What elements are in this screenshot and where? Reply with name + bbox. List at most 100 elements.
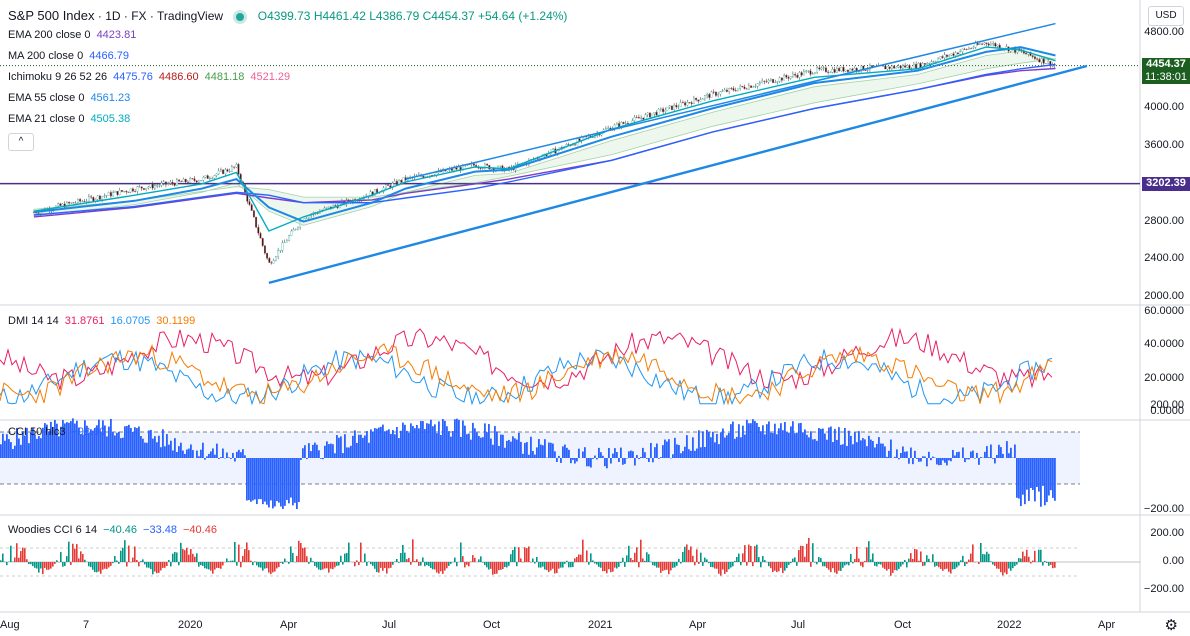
woodies-bar xyxy=(324,562,326,569)
settings-gear-icon[interactable]: ⚙ xyxy=(1164,617,1178,634)
woodies-bar xyxy=(250,560,252,562)
candle-body xyxy=(395,180,398,185)
cci-bar xyxy=(422,421,424,458)
candle-body xyxy=(472,163,475,166)
woodies-bar xyxy=(74,548,76,562)
dmi-tick-label: 40.0000 xyxy=(1144,338,1184,351)
woodies-bar xyxy=(904,560,906,562)
cci-bar xyxy=(306,458,308,460)
cci-bar xyxy=(996,455,998,458)
cci-bar xyxy=(454,419,456,458)
cci-bar xyxy=(400,430,402,458)
cci-bar xyxy=(160,447,162,458)
cci-bar xyxy=(488,424,490,458)
cci-bar xyxy=(920,458,922,462)
candle-body xyxy=(213,175,216,179)
cci-bar xyxy=(122,437,124,458)
candle-body xyxy=(783,75,786,81)
woodies-bar xyxy=(978,562,980,565)
woodies-bar xyxy=(402,544,404,562)
woodies-bar xyxy=(802,545,804,562)
collapse-legend-button[interactable]: ^ xyxy=(8,133,34,151)
indicator-legend-row: MA 200 close 0 4466.79 xyxy=(8,49,129,63)
interval[interactable]: 1D xyxy=(105,9,121,23)
candle-body xyxy=(899,65,902,69)
woodies-bar xyxy=(264,562,266,569)
candle-body xyxy=(747,85,750,90)
woodies-bar xyxy=(540,562,542,568)
woodies-bar xyxy=(434,562,436,570)
candle-body xyxy=(1040,58,1043,63)
cci-bar xyxy=(134,427,136,458)
woodies-bar xyxy=(942,562,944,571)
cci-bar xyxy=(1028,458,1030,501)
cci-bar xyxy=(180,442,182,458)
woodies-bar xyxy=(654,562,656,566)
cci-bar xyxy=(328,444,330,458)
woodies-bar xyxy=(260,562,262,568)
woodies-bar xyxy=(1020,558,1022,562)
woodies-bar xyxy=(480,556,482,562)
woodies-bar xyxy=(634,552,636,562)
woodies-bar xyxy=(956,562,958,568)
candle-body xyxy=(895,66,898,69)
cci-bar xyxy=(230,458,232,459)
cci-bar xyxy=(734,438,736,458)
currency-button[interactable]: USD xyxy=(1148,6,1184,26)
candle-body xyxy=(376,189,379,193)
woodies-bar xyxy=(664,562,666,571)
woodies-bar xyxy=(960,560,962,562)
cci-bar xyxy=(672,454,674,458)
candle-body xyxy=(105,195,108,197)
cci-bar xyxy=(442,419,444,458)
cci-bar xyxy=(980,457,982,458)
cci-bar xyxy=(322,458,324,460)
candle-body xyxy=(173,183,176,186)
cci-bar xyxy=(1036,458,1038,487)
cci-bar xyxy=(806,434,808,458)
cci-bar xyxy=(968,458,970,460)
cci-bar xyxy=(988,457,990,458)
cci-bar xyxy=(1050,458,1052,491)
cci-bar xyxy=(200,449,202,458)
candle-body xyxy=(851,68,854,71)
symbol-name[interactable]: S&P 500 Index xyxy=(8,8,95,23)
woodies-bar xyxy=(270,562,272,575)
woodies-bar xyxy=(1040,549,1042,562)
woodies-bar xyxy=(884,562,886,569)
ohlc-close: C4454.37 xyxy=(422,9,475,23)
cci-bar xyxy=(466,434,468,458)
cci-bar xyxy=(958,451,960,458)
cci-bar xyxy=(754,421,756,458)
cci-bar xyxy=(592,458,594,459)
woodies-bar xyxy=(876,562,878,567)
cci-bar xyxy=(256,458,258,505)
cci-bar xyxy=(184,453,186,458)
cci-bar xyxy=(640,456,642,458)
woodies-bar xyxy=(704,557,706,562)
cci-bar xyxy=(664,439,666,458)
pane-label: DMI 14 14 xyxy=(8,315,59,327)
cci-bar xyxy=(192,450,194,458)
indicator-label: EMA 21 close 0 xyxy=(8,113,85,125)
candle-body xyxy=(299,221,302,228)
woodies-bar xyxy=(630,557,632,562)
woodies-bar xyxy=(220,562,222,569)
candle-body xyxy=(956,52,959,55)
candle-body xyxy=(739,85,742,89)
cci-bar xyxy=(350,445,352,458)
cci-bar xyxy=(10,442,12,458)
woodies-bar xyxy=(588,562,590,565)
woodies-bar xyxy=(202,562,204,566)
cci-bar xyxy=(1020,458,1022,507)
candle-body xyxy=(281,242,284,251)
candle-body xyxy=(864,70,867,72)
candle-body xyxy=(1031,55,1034,57)
woodies-bar xyxy=(730,562,732,568)
woodies-bar xyxy=(624,562,626,567)
time-tick-label: 2020 xyxy=(178,619,203,631)
woodies-bar xyxy=(848,562,850,566)
woodies-bar xyxy=(980,542,982,562)
cci-bar xyxy=(302,448,304,458)
